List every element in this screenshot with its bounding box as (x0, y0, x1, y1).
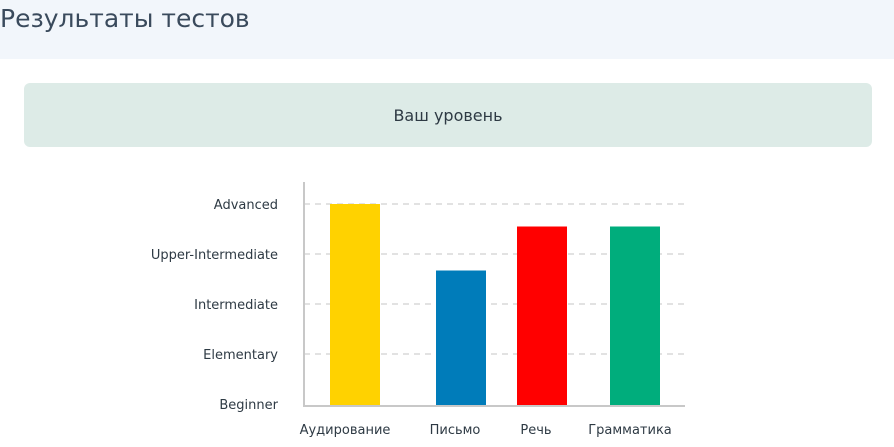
y-tick-label: Beginner (219, 398, 278, 413)
x-tick-label: Речь (520, 423, 551, 438)
x-tick-label: Письмо (430, 423, 481, 438)
page-title: Результаты тестов (0, 4, 250, 33)
y-tick-label: Elementary (203, 348, 278, 363)
bar (436, 270, 486, 405)
x-tick-label: Аудирование (300, 423, 391, 438)
level-card: Ваш уровень (24, 83, 872, 147)
level-card-label: Ваш уровень (393, 105, 503, 125)
bar (610, 226, 660, 405)
x-tick-label: Грамматика (588, 423, 672, 438)
y-tick-label: Upper-Intermediate (151, 248, 278, 263)
y-tick-label: Advanced (214, 198, 278, 213)
page-header: Результаты тестов (0, 0, 894, 59)
y-tick-label: Intermediate (194, 298, 278, 313)
bar (517, 226, 567, 405)
bar (330, 204, 380, 405)
